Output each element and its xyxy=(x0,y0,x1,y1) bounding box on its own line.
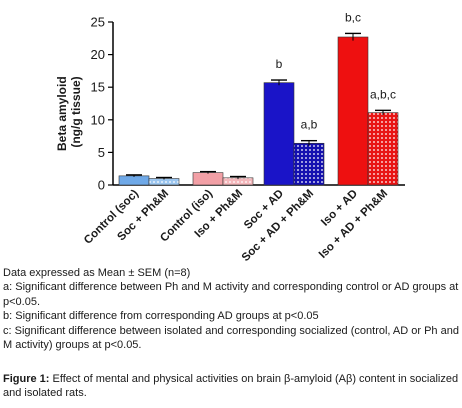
bars: b a,b b,c a,b,c xyxy=(118,10,399,186)
significance-label: a,b xyxy=(301,118,318,132)
y-tick-label: 25 xyxy=(91,15,105,30)
significance-label: a,b,c xyxy=(370,87,396,101)
significance-label: b xyxy=(276,57,283,71)
figure-notes: Data expressed as Mean ± SEM (n=8) a: Si… xyxy=(3,266,459,352)
note-c: c: Significant difference between isolat… xyxy=(3,324,459,352)
note-b: b: Significant difference from correspon… xyxy=(3,310,319,323)
y-tick-label: 5 xyxy=(98,145,105,160)
y-axis-label: Beta amyloid (ng/g tissue) xyxy=(55,73,83,151)
bar-iso-ad-ph-m xyxy=(367,112,399,186)
bar-soc-ad-ph-m xyxy=(293,142,325,186)
y-tick-label: 20 xyxy=(91,47,105,62)
note-data-expressed: Data expressed as Mean ± SEM (n=8) xyxy=(3,267,191,279)
bar-control-soc xyxy=(118,175,150,186)
figure-caption-label: Figure 1: xyxy=(3,373,50,385)
y-tick-label: 15 xyxy=(91,80,105,95)
significance-label: b,c xyxy=(345,10,361,24)
figure-caption-text: Effect of mental and physical activities… xyxy=(3,373,459,399)
bar-iso-ad xyxy=(337,36,369,186)
y-tick-label: 0 xyxy=(98,178,105,193)
y-tick-label: 10 xyxy=(91,112,105,127)
note-a: a: Significant difference between Ph and… xyxy=(3,281,459,308)
bar-control-iso xyxy=(192,172,224,186)
bar-soc-ad xyxy=(263,82,295,186)
figure-caption: Figure 1: Effect of mental and physical … xyxy=(3,372,459,400)
bar-chart: Beta amyloid (ng/g tissue) 0 5 10 15 20 25 b a… xyxy=(55,10,405,265)
